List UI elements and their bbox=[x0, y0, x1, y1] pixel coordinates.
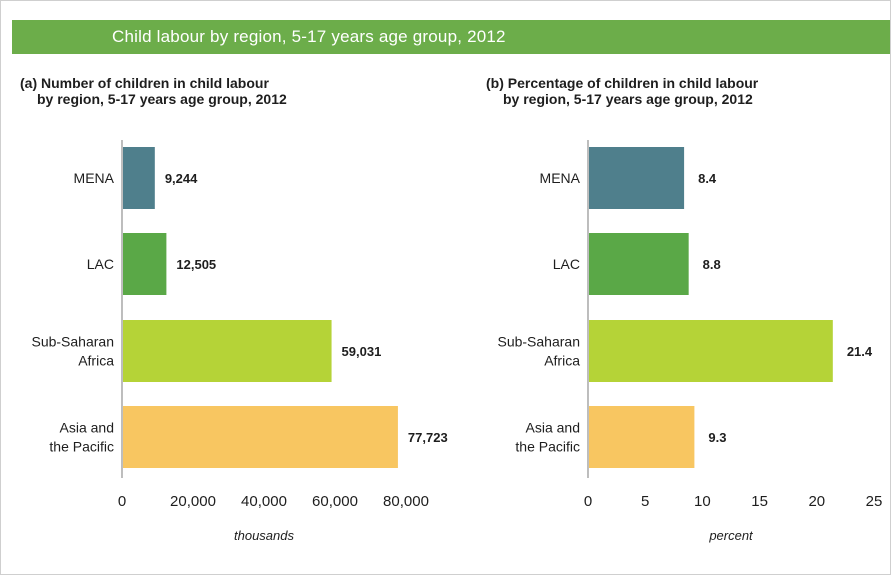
chart-a-bar-2 bbox=[123, 320, 332, 382]
chart-a-value-label-2: 59,031 bbox=[342, 344, 382, 359]
chart-a-bar-0 bbox=[123, 147, 155, 209]
chart-b-value-label-3: 9.3 bbox=[708, 430, 726, 445]
chart-b-category-label-2-line1: Sub-Saharan bbox=[497, 334, 580, 350]
chart-a-value-label-0: 9,244 bbox=[165, 171, 198, 186]
chart-a-bar-3 bbox=[123, 406, 398, 468]
chart-a: 9,244 MENA 12,505 LAC 59,031 Sub-Saharan Afric… bbox=[31, 140, 448, 543]
chart-b-title: (b) Percentage of children in child labo… bbox=[486, 75, 758, 107]
chart-a-value-label-1: 12,505 bbox=[176, 257, 216, 272]
chart-b-bar-0 bbox=[589, 147, 685, 209]
chart-b-category-label-0: MENA bbox=[540, 170, 581, 186]
chart-b-title-line2: by region, 5-17 years age group, 2012 bbox=[503, 91, 753, 107]
chart-a-x-axis-title: thousands bbox=[234, 528, 294, 543]
chart-a-bar-1 bbox=[123, 233, 167, 295]
chart-b-category-label-2-line2: Africa bbox=[544, 353, 580, 369]
chart-a-category-label-1: LAC bbox=[87, 256, 114, 272]
chart-b-value-label-2: 21.4 bbox=[847, 344, 873, 359]
chart-a-category-label-3-line1: Asia and bbox=[60, 420, 114, 436]
chart-a-tick-label-4: 80,000 bbox=[383, 493, 429, 510]
figure-banner: Child labour by region, 5-17 years age g… bbox=[12, 20, 890, 54]
chart-b-tick-label-4: 20 bbox=[808, 493, 825, 510]
chart-a-tick-label-3: 60,000 bbox=[312, 493, 358, 510]
chart-b-bar-2 bbox=[589, 320, 833, 382]
chart-a-title-line1: (a) Number of children in child labour bbox=[20, 75, 269, 91]
chart-a-tick-label-2: 40,000 bbox=[241, 493, 287, 510]
chart-b-bar-1 bbox=[589, 233, 689, 295]
chart-a-title-line2: by region, 5-17 years age group, 2012 bbox=[37, 91, 287, 107]
chart-b-x-axis-title: percent bbox=[708, 528, 754, 543]
chart-b-title-line1: (b) Percentage of children in child labo… bbox=[486, 75, 759, 91]
chart-a-value-label-3: 77,723 bbox=[408, 430, 448, 445]
chart-a-category-label-0: MENA bbox=[74, 170, 115, 186]
chart-b-category-label-1: LAC bbox=[553, 256, 580, 272]
chart-a-category-label-2-line2: Africa bbox=[78, 353, 114, 369]
chart-b-category-label-3-line1: Asia and bbox=[526, 420, 580, 436]
chart-b-tick-label-3: 15 bbox=[751, 493, 768, 510]
chart-a-title: (a) Number of children in child labour b… bbox=[20, 75, 287, 107]
chart-b-tick-label-5: 25 bbox=[866, 493, 883, 510]
chart-b-category-label-3-line2: the Pacific bbox=[515, 439, 580, 455]
chart-b-tick-label-0: 0 bbox=[584, 493, 592, 510]
chart-b-value-label-0: 8.4 bbox=[698, 171, 717, 186]
chart-b-value-label-1: 8.8 bbox=[703, 257, 721, 272]
chart-a-category-label-2-line1: Sub-Saharan bbox=[31, 334, 114, 350]
figure-title: Child labour by region, 5-17 years age g… bbox=[112, 27, 506, 46]
chart-b-tick-label-2: 10 bbox=[694, 493, 711, 510]
chart-a-tick-label-0: 0 bbox=[118, 493, 126, 510]
chart-b-bar-3 bbox=[589, 406, 695, 468]
chart-a-tick-label-1: 20,000 bbox=[170, 493, 216, 510]
chart-b-tick-label-1: 5 bbox=[641, 493, 649, 510]
chart-a-category-label-3-line2: the Pacific bbox=[49, 439, 114, 455]
